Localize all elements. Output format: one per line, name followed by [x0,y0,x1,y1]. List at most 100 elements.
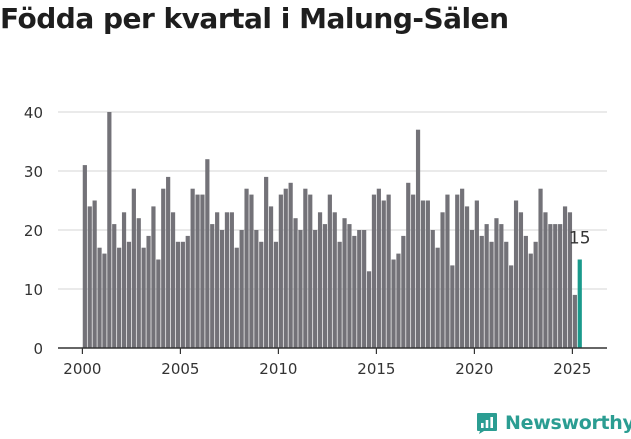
bar [117,247,122,348]
bar [425,200,430,348]
bar [396,253,401,348]
bar [406,182,411,348]
y-tick-label-40: 40 [24,104,43,122]
bar [371,194,377,348]
bar [523,235,528,348]
bar [567,212,573,348]
bar [440,212,445,348]
bar [528,253,533,348]
y-tick-label-20: 20 [24,222,43,240]
bar [190,188,195,348]
x-tick-label-2010: 2010 [259,360,297,378]
bar [562,206,568,348]
chart-title: Födda per kvartal i Malung-Sälen [0,2,509,35]
bar [92,200,97,348]
bar [337,241,342,348]
bar [327,194,332,348]
bar [313,230,318,348]
bar [180,241,185,348]
bar [366,271,372,348]
bar [112,224,117,348]
bar [513,200,519,348]
y-axis: 0 10 20 30 40 [24,104,43,358]
bar [509,265,514,348]
bar [415,129,421,348]
newsworthy-logo[interactable]: Newsworthy [475,408,631,438]
bar [420,200,426,348]
bar [445,194,450,348]
bar [548,224,553,348]
bar [288,182,293,348]
y-tick-label-10: 10 [24,281,43,299]
bar [572,294,577,348]
bar [494,218,499,348]
bar [543,212,548,348]
bar [430,230,435,348]
x-tick-label-2015: 2015 [357,360,395,378]
bar [170,212,176,348]
bar [254,230,259,348]
bar [107,112,112,348]
x-tick-label-2020: 2020 [455,360,493,378]
bar [161,188,166,348]
bar [533,241,538,348]
bar [460,188,465,348]
bar [264,176,269,348]
bar [308,194,313,348]
bar [141,247,146,348]
bar [391,259,396,348]
data-labels: 15 [569,229,591,249]
bar [499,224,504,348]
bar [278,194,283,348]
bar [455,194,460,348]
bar [268,206,274,348]
bar [332,212,337,348]
bar [215,212,220,348]
newsworthy-logo-icon [477,413,497,434]
bar [97,247,102,348]
bar [381,200,386,348]
data-label-latest: 15 [569,229,591,249]
bar [195,194,200,348]
brand-name: Newsworthy [505,412,631,434]
bar [558,224,563,348]
bar [102,253,107,348]
bar [362,230,367,348]
bar [82,165,87,348]
bar [303,188,308,348]
bar [347,224,352,348]
bar [283,188,288,348]
bar [131,188,136,348]
bar [553,224,558,348]
bar [234,247,239,348]
bar [200,194,205,348]
bar [357,230,362,348]
bar [469,230,475,348]
bar [210,224,215,348]
bar [229,212,234,348]
y-tick-label-0: 0 [33,340,43,358]
y-tick-label-30: 30 [24,163,43,181]
bar [224,212,230,348]
bar [322,224,328,348]
bar [317,212,323,348]
bar [219,230,225,348]
bar [205,159,210,348]
bar [474,200,479,348]
bar [538,188,543,348]
bar [273,241,279,348]
bar [464,206,470,348]
bar [136,218,141,348]
x-tick-label-2005: 2005 [161,360,199,378]
bar-latest [577,259,582,348]
bar [386,194,391,348]
bar [239,230,244,348]
bar [175,241,181,348]
bar [166,176,171,348]
bar [484,224,489,348]
bar [244,188,249,348]
bar [185,235,190,348]
x-tick-label-2025: 2025 [553,360,591,378]
x-tick-label-2000: 2000 [63,360,101,378]
bar [342,218,347,348]
